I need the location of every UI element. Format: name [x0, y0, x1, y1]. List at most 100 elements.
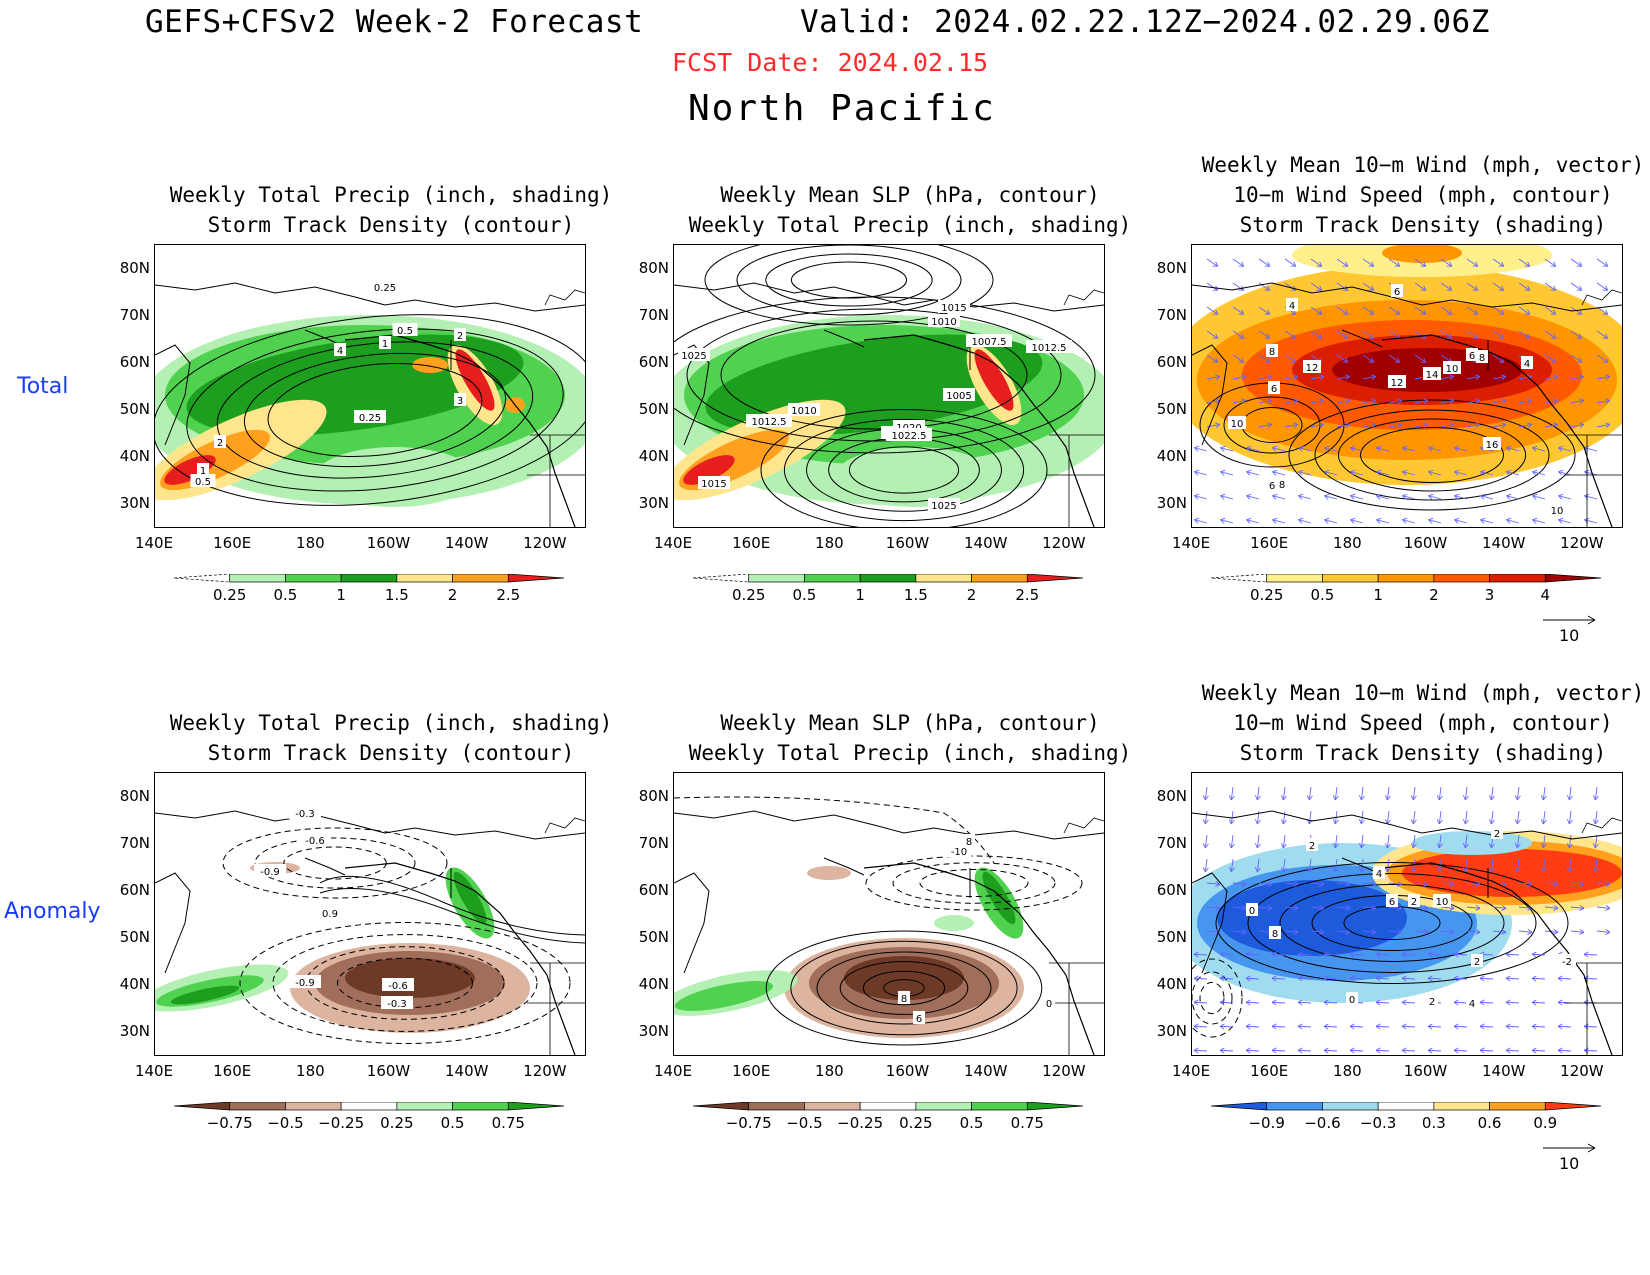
wind-vector: [1516, 834, 1520, 848]
wind-vector: [1479, 1001, 1494, 1004]
wind-vector: [1284, 423, 1298, 428]
wind-vector: [1350, 519, 1364, 524]
contour-label: 0.25: [359, 413, 381, 424]
storm-track-contour: [254, 837, 416, 889]
contour-label: 10: [1446, 364, 1459, 375]
wind-vector-head: [1394, 309, 1401, 315]
contour-label-bg: [1476, 350, 1488, 363]
panel-title-line: Weekly Total Precip (inch, shading): [688, 741, 1132, 765]
wind-vector-head: [1604, 422, 1611, 429]
wind-vector-head: [1428, 517, 1434, 524]
wind-vector: [1414, 930, 1428, 933]
wind-vector-head: [1212, 357, 1219, 363]
contour-label: 1005: [946, 391, 971, 402]
lat-tick-label: 60N: [119, 352, 150, 371]
contour-label-bg: [299, 833, 331, 846]
wind-vector-head: [1553, 928, 1559, 935]
lon-tick-label: 160E: [1250, 534, 1289, 552]
wind-vector: [1440, 930, 1454, 933]
wind-vector: [1427, 1025, 1442, 1028]
slp-contour: [765, 930, 1043, 1046]
shade-region: [170, 985, 240, 1005]
state-borders: [1046, 962, 1104, 1055]
panel-title-line: Weekly Mean 10−m Wind (mph, vector): [1201, 681, 1645, 705]
wind-vector: [1388, 258, 1400, 267]
wind-vector: [1219, 1025, 1234, 1028]
wind-vector-head: [1370, 374, 1377, 381]
contour-label: -0.6: [388, 981, 408, 992]
wind-vector-head: [1475, 928, 1481, 935]
contour-label-bg: [1268, 381, 1280, 394]
lon-tick-label: 140W: [963, 534, 1008, 552]
wind-vector-head: [1436, 867, 1443, 873]
wind-vector-head: [1193, 1023, 1199, 1030]
wind-vector: [1466, 906, 1480, 909]
colorbar-tick-label: 0.3: [1421, 1114, 1446, 1132]
wind-vector-head: [1402, 445, 1408, 452]
wind-vector: [1219, 1001, 1234, 1004]
wind-vector-head: [1498, 333, 1505, 339]
contour-label: 4: [1469, 999, 1475, 1010]
coastline: [1192, 810, 1622, 840]
coastline: [674, 282, 1104, 312]
wind-vector-head: [1566, 819, 1573, 825]
shading-layer: [155, 314, 585, 507]
wind-vector: [1194, 471, 1208, 476]
contour-label-bg: [698, 476, 730, 489]
colorbar-tick-label: 3: [1484, 586, 1495, 604]
wind-vector-head: [1550, 285, 1557, 291]
wind-vector-head: [1578, 422, 1585, 429]
slp-contour: [736, 245, 962, 316]
wind-vector-head: [1480, 469, 1486, 476]
wind-vector: [1284, 930, 1298, 933]
wind-vector-head: [1344, 398, 1351, 405]
wind-vector: [1324, 519, 1338, 524]
slp-contour: [862, 970, 946, 1006]
wind-vector: [1349, 977, 1364, 980]
wind-vector: [1204, 858, 1208, 872]
lon-tick-label: 140W: [444, 534, 489, 552]
coastline-america: [344, 862, 576, 1055]
wind-vector: [1388, 882, 1402, 885]
wind-vector-head: [1212, 309, 1219, 315]
wind-vector-head: [1453, 975, 1459, 982]
wind-vector-head: [1297, 975, 1303, 982]
wind-vector-head: [1238, 261, 1245, 267]
wind-vector: [1518, 930, 1532, 933]
wind-vector-head: [1349, 1047, 1355, 1054]
lon-tick-label: 120W: [1042, 534, 1086, 552]
wind-vector: [1518, 882, 1532, 885]
wind-vector-head: [1193, 975, 1199, 982]
wind-vector: [1206, 282, 1218, 291]
wind-vector-head: [1271, 1023, 1277, 1030]
wind-vector-head: [1454, 445, 1460, 452]
state-borders: [527, 434, 585, 527]
wind-vector: [1402, 447, 1416, 452]
coastline-america: [863, 334, 1095, 527]
storm-track-contour: [337, 957, 473, 1009]
wind-vector: [1193, 1049, 1208, 1052]
wind-vector: [1308, 858, 1312, 872]
wind-vector: [1492, 282, 1504, 291]
wind-vector-head: [1474, 422, 1481, 429]
wind-vector-head: [1475, 880, 1481, 887]
wind-vector: [1428, 495, 1442, 500]
wind-vector-head: [1202, 867, 1209, 873]
wind-vector-head: [1345, 928, 1351, 935]
wind-vector: [1453, 953, 1468, 956]
wind-vector-head: [1220, 469, 1226, 476]
wind-vector: [1206, 882, 1220, 885]
wind-vector: [1271, 1025, 1286, 1028]
wind-vector-head: [1358, 819, 1365, 825]
contour-label: 8: [1479, 353, 1485, 364]
wind-vector-head: [1436, 795, 1443, 801]
colorbar-cell: [748, 574, 805, 583]
wind-vector-head: [1368, 285, 1375, 291]
contour-label: 8: [901, 994, 907, 1005]
wind-vector: [1544, 306, 1556, 315]
wind-vector: [1308, 786, 1312, 800]
wind-vector: [1568, 786, 1572, 800]
wind-vector-head: [1332, 795, 1339, 801]
lat-tick-label: 70N: [638, 833, 669, 852]
panel-title-line: Weekly Mean SLP (hPa, contour): [720, 183, 1100, 207]
